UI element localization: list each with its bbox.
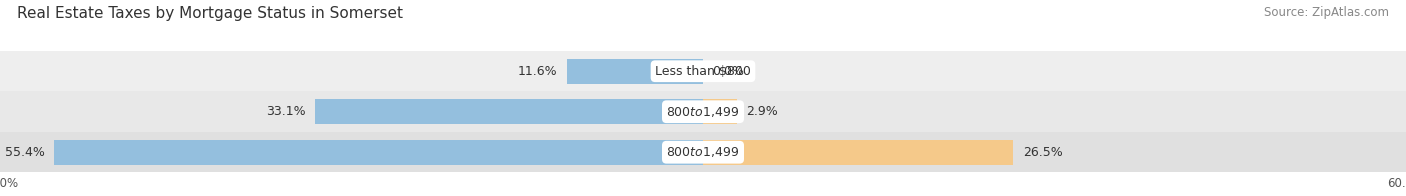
Bar — [0, 132, 1406, 172]
Bar — [0, 51, 1406, 92]
Bar — [703, 140, 1014, 165]
Bar — [567, 59, 703, 84]
Text: $800 to $1,499: $800 to $1,499 — [666, 145, 740, 159]
Text: 2.9%: 2.9% — [747, 105, 778, 118]
Text: 11.6%: 11.6% — [517, 65, 558, 78]
Bar — [703, 99, 737, 124]
Text: 55.4%: 55.4% — [4, 146, 45, 159]
Text: 0.0%: 0.0% — [713, 65, 744, 78]
Text: Real Estate Taxes by Mortgage Status in Somerset: Real Estate Taxes by Mortgage Status in … — [17, 6, 404, 21]
Text: Less than $800: Less than $800 — [655, 65, 751, 78]
Text: $800 to $1,499: $800 to $1,499 — [666, 105, 740, 119]
Bar — [315, 99, 703, 124]
Text: 33.1%: 33.1% — [266, 105, 307, 118]
Bar — [53, 140, 703, 165]
Text: 26.5%: 26.5% — [1024, 146, 1063, 159]
Text: Source: ZipAtlas.com: Source: ZipAtlas.com — [1264, 6, 1389, 19]
Bar — [0, 92, 1406, 132]
